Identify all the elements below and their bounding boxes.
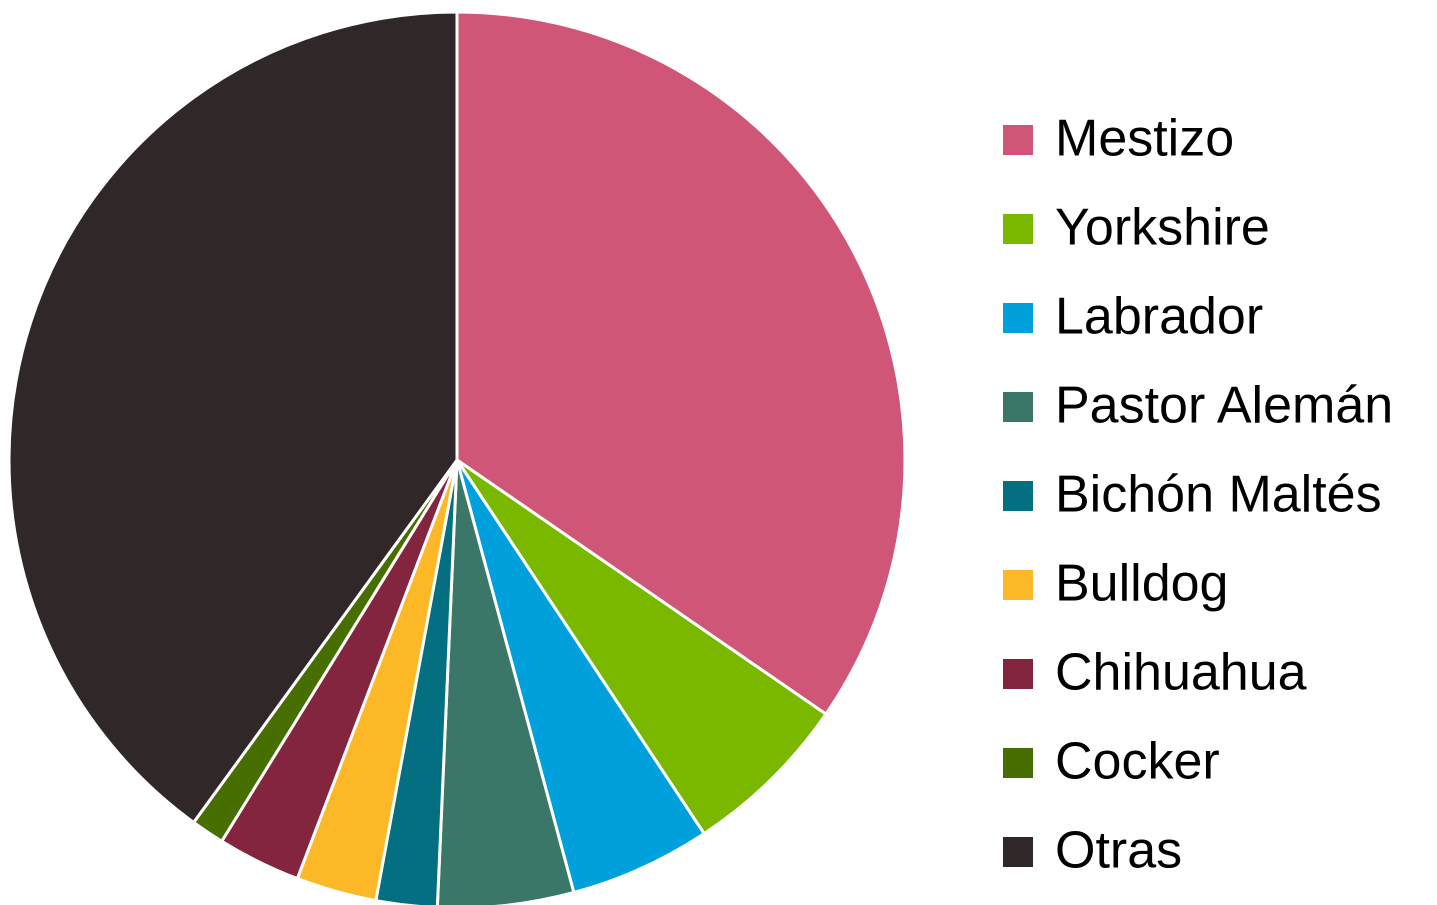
- pie-slice: [7, 10, 459, 825]
- legend-swatch: [1003, 214, 1033, 244]
- legend-swatch: [1003, 303, 1033, 333]
- legend-label: Bulldog: [1055, 555, 1228, 613]
- legend-swatch: [1003, 748, 1033, 778]
- legend-swatch: [1003, 570, 1033, 600]
- pie-slice: [455, 10, 907, 717]
- legend-label: Cocker: [1055, 733, 1220, 791]
- legend-label: Chihuahua: [1055, 644, 1307, 702]
- legend-label: Otras: [1055, 822, 1182, 880]
- legend-swatch: [1003, 659, 1033, 689]
- legend-swatch: [1003, 481, 1033, 511]
- legend-swatch: [1003, 392, 1033, 422]
- legend-label: Pastor Alemán: [1055, 377, 1393, 435]
- legend-label: Labrador: [1055, 288, 1263, 346]
- legend-label: Yorkshire: [1055, 199, 1270, 257]
- pie-slice: [455, 459, 707, 895]
- pie-slice: [455, 458, 829, 836]
- legend-label: Bichón Maltés: [1055, 466, 1382, 524]
- legend-swatch: [1003, 837, 1033, 867]
- legend-label: Mestizo: [1055, 110, 1234, 168]
- pie-slice: [435, 459, 576, 905]
- legend-swatch: [1003, 125, 1033, 155]
